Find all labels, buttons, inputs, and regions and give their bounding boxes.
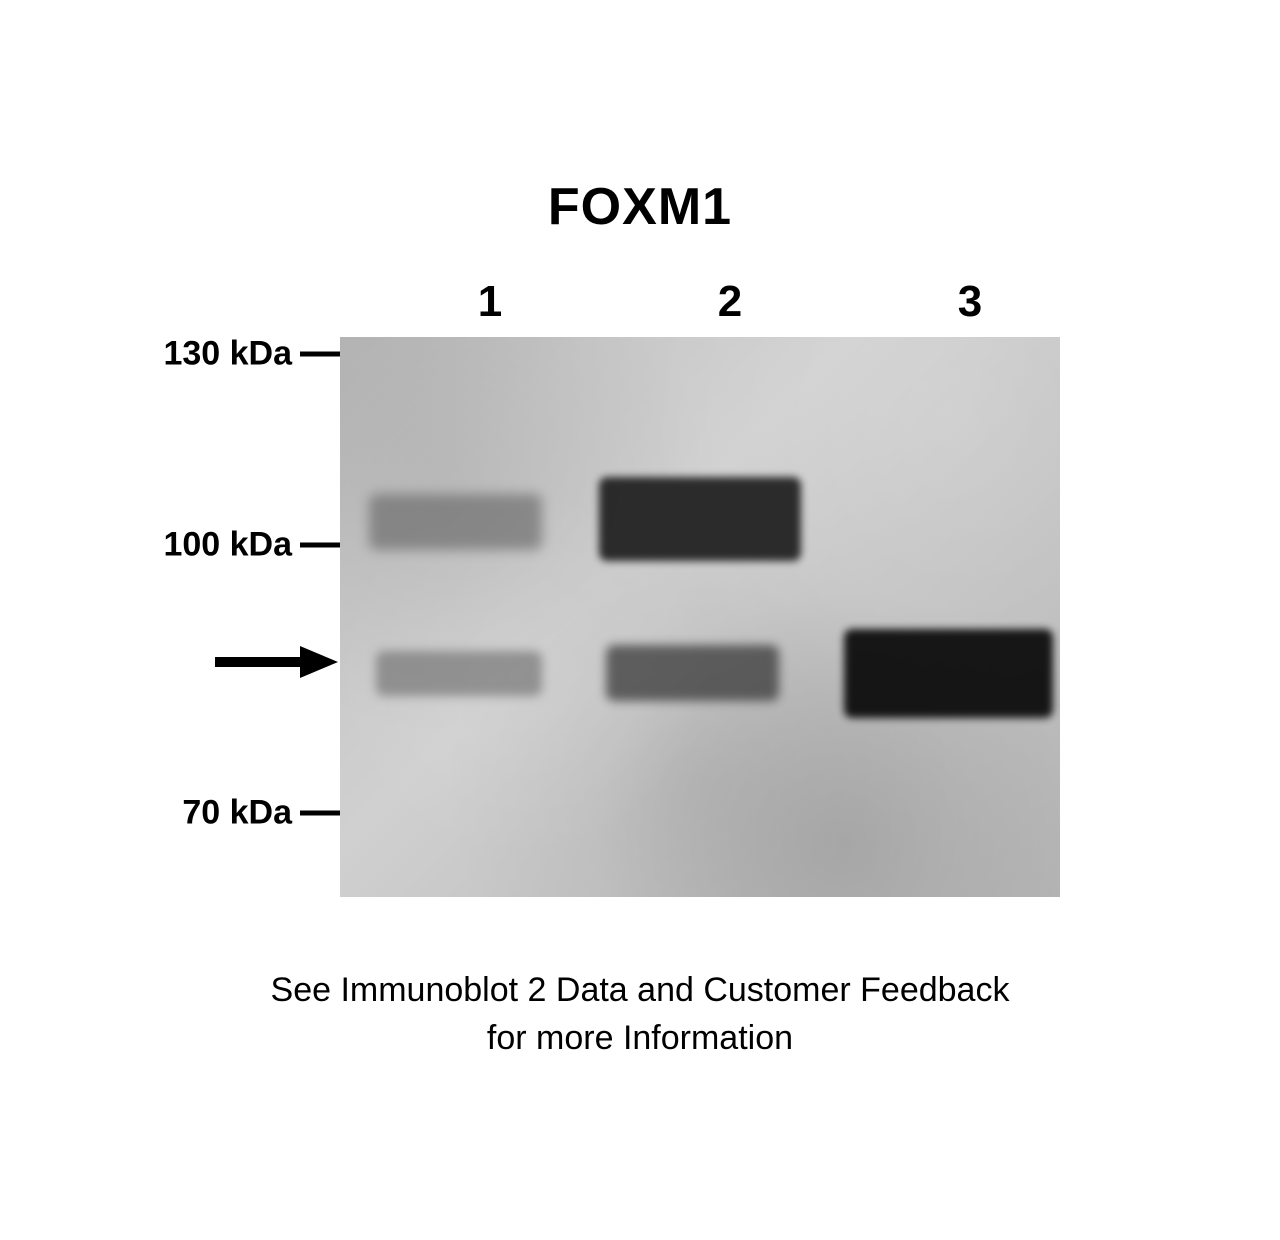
lane-labels-row: 1 2 3 xyxy=(370,277,1090,327)
western-blot-image xyxy=(340,337,1060,897)
figure-title: FOXM1 xyxy=(548,177,732,237)
mw-marker-tick xyxy=(300,352,340,357)
figure-caption: See Immunoblot 2 Data and Customer Feedb… xyxy=(271,967,1010,1062)
mw-marker-tick xyxy=(300,542,340,547)
markers-column: 130 kDa 100 kDa 70 kDa xyxy=(140,337,340,897)
blot-noise-overlay xyxy=(340,337,1060,897)
mw-marker-label: 130 kDa xyxy=(163,335,292,374)
mw-marker: 130 kDa xyxy=(163,335,340,374)
blot-band xyxy=(606,645,779,701)
mw-marker: 100 kDa xyxy=(163,525,340,564)
caption-line: for more Information xyxy=(271,1015,1010,1063)
mw-marker-tick xyxy=(300,811,340,816)
blot-area: 1 2 3 130 kDa 100 kDa 70 kDa xyxy=(140,277,1140,897)
blot-band xyxy=(599,477,801,561)
lane-label: 1 xyxy=(478,277,502,327)
blot-band xyxy=(844,629,1053,719)
lane-label: 2 xyxy=(718,277,742,327)
mw-marker-label: 70 kDa xyxy=(182,794,292,833)
lane-label: 3 xyxy=(958,277,982,327)
arrow-right-icon xyxy=(210,642,340,682)
mw-marker: 70 kDa xyxy=(182,794,340,833)
caption-line: See Immunoblot 2 Data and Customer Feedb… xyxy=(271,967,1010,1015)
blot-band xyxy=(369,494,542,550)
blot-row: 130 kDa 100 kDa 70 kDa xyxy=(140,337,1140,897)
blot-band xyxy=(376,651,542,696)
band-arrow-indicator xyxy=(210,642,340,682)
figure-container: FOXM1 1 2 3 130 kDa 100 kDa 70 kDa See Imm… xyxy=(140,177,1140,1062)
mw-marker-label: 100 kDa xyxy=(163,525,292,564)
